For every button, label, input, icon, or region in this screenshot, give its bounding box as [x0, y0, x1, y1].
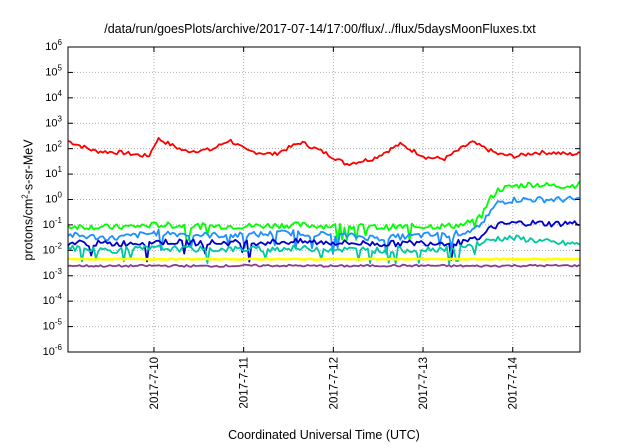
y-tick-label: 105 — [45, 63, 62, 78]
y-tick-label: 10-6 — [43, 343, 63, 358]
x-tick-label: 2017-7-10 — [149, 357, 161, 409]
y-tick-label: 104 — [45, 89, 62, 104]
x-tick-label: 2017-7-14 — [508, 356, 520, 409]
x-tick-label: 2017-7-12 — [328, 357, 340, 409]
y-tick-label: 10-3 — [43, 267, 63, 282]
y-axis-label: protons/cm2-s-sr-MeV — [20, 139, 36, 261]
y-tick-label: 10-5 — [43, 318, 63, 333]
y-tick-label: 101 — [45, 165, 62, 180]
x-axis-label: Coordinated Universal Time (UTC) — [228, 428, 420, 442]
series-line — [67, 136, 580, 167]
series-line — [67, 181, 581, 244]
series-line — [67, 257, 580, 261]
y-tick-label: 10-1 — [43, 216, 63, 231]
y-tick-label: 100 — [45, 191, 62, 206]
x-tick-label: 2017-7-11 — [239, 357, 251, 409]
axes: 10-6 10-5 10-4 10-3 10-2 10-1 100 101 102 103 104 1… — [43, 38, 580, 409]
series-lines — [67, 136, 581, 268]
y-tick-label: 10-4 — [43, 292, 63, 307]
y-tick-label: 102 — [45, 140, 62, 155]
chart-title: /data/run/goesPlots/archive/2017-07-14/1… — [104, 22, 536, 36]
y-tick-label: 106 — [45, 38, 62, 53]
x-tick-label: 2017-7-13 — [418, 357, 430, 409]
series-line — [67, 234, 580, 265]
grid — [68, 47, 580, 352]
y-tick-label: 103 — [45, 114, 62, 129]
y-tick-label: 10-2 — [43, 241, 63, 256]
series-line — [67, 219, 580, 263]
series-line — [67, 263, 580, 268]
series-line — [67, 195, 580, 255]
